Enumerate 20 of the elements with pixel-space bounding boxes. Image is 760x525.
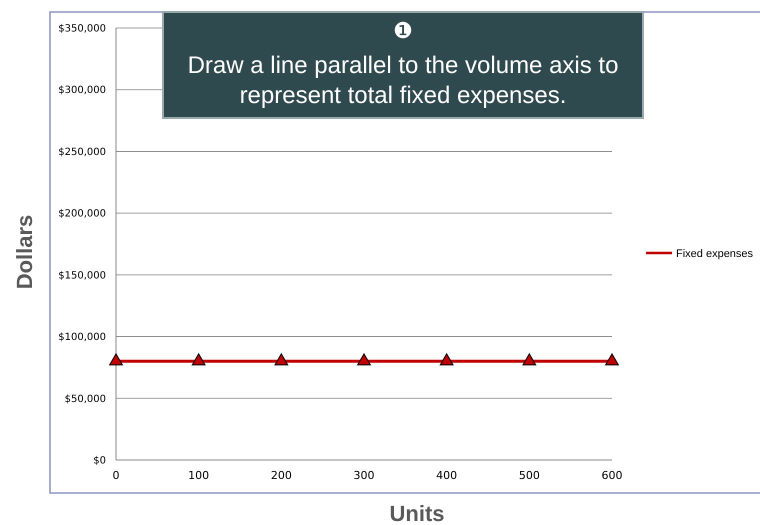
- y-tick-label: $150,000: [58, 270, 106, 282]
- y-tick-label: $0: [93, 456, 106, 466]
- y-tick-label: $200,000: [58, 208, 106, 220]
- x-axis-title: Units: [390, 501, 444, 525]
- annotation: Draw a line parallel to the volume axis to represent total fixed expenses.: [188, 52, 618, 109]
- y-tick-label: $250,000: [58, 146, 106, 158]
- x-tick-label: 400: [436, 469, 458, 482]
- x-tick-label: 200: [270, 469, 292, 482]
- x-tick-label: 0: [112, 469, 120, 482]
- y-tick-label: $100,000: [58, 332, 106, 344]
- y-axis-title: Dollars: [12, 214, 37, 290]
- legend-label: Fixed expenses: [676, 248, 754, 260]
- x-tick-label: 300: [354, 469, 374, 482]
- x-tick-label: 600: [602, 469, 622, 482]
- x-tick-label: 500: [518, 469, 540, 482]
- y-tick-label: $350,000: [58, 24, 106, 34]
- y-tick-label: $300,000: [58, 85, 106, 96]
- annotation: ❶: [393, 19, 413, 44]
- x-tick-label: 100: [188, 469, 210, 482]
- y-tick-label: $50,000: [64, 394, 106, 405]
